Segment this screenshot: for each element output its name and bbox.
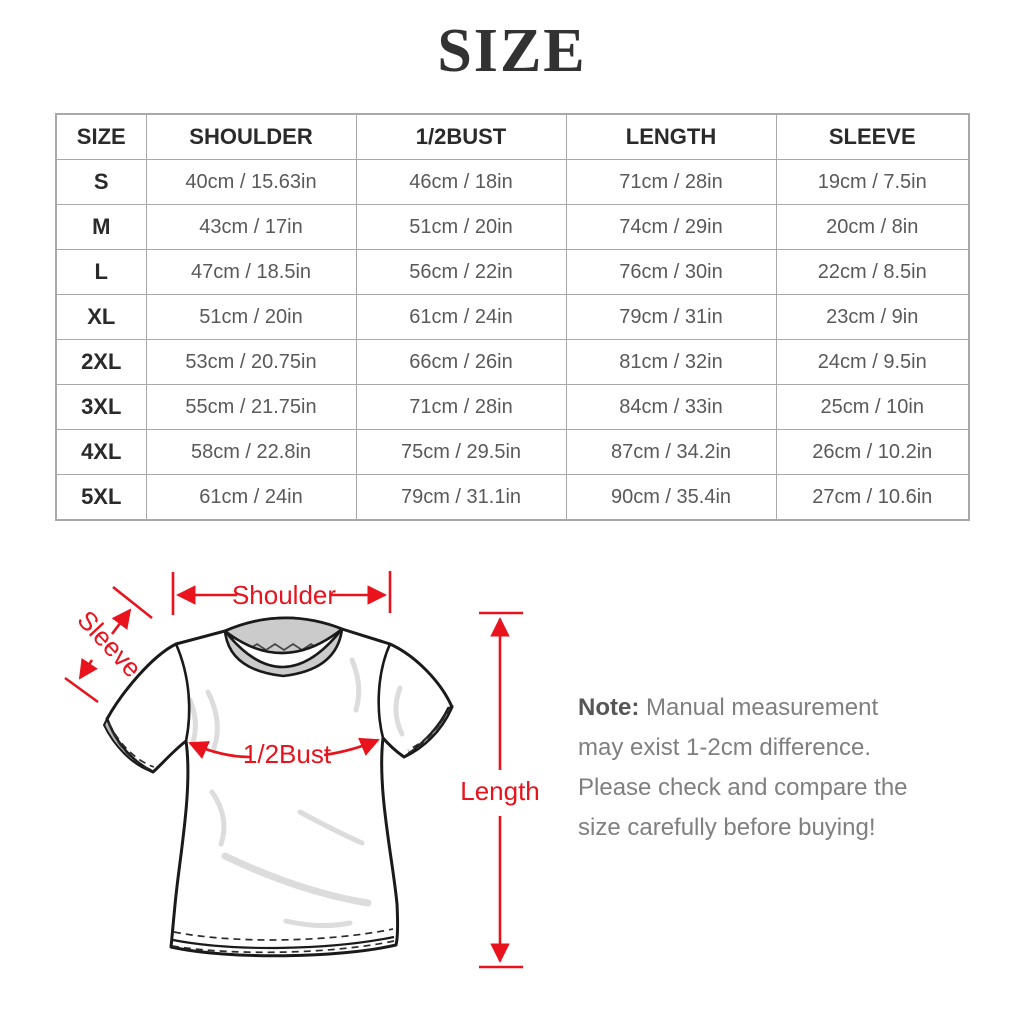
bust-measure-arrow: 1/2Bust — [188, 737, 380, 769]
shoulder-measure-arrow: Shoulder — [171, 571, 392, 615]
cell: 58cm / 22.8in — [145, 429, 357, 475]
cell: 87cm / 34.2in — [565, 429, 777, 475]
length-measure-arrow: Length — [460, 611, 540, 969]
note-text: Note: Manual measurement may exist 1-2cm… — [578, 688, 928, 848]
col-header-shoulder: SHOULDER — [145, 113, 357, 160]
page-title: SIZE — [437, 17, 587, 85]
size-row-l: L 47cm / 18.5in 56cm / 22in 76cm / 30in … — [55, 249, 970, 295]
cell: 66cm / 26in — [355, 339, 567, 385]
cell: 56cm / 22in — [355, 249, 567, 295]
cell: 55cm / 21.75in — [145, 384, 357, 430]
header-row: SIZE SHOULDER 1/2BUST LENGTH SLEEVE — [55, 113, 970, 160]
cell: 79cm / 31in — [565, 294, 777, 340]
cell: 2XL — [55, 339, 147, 385]
size-row-4xl: 4XL 58cm / 22.8in 75cm / 29.5in 87cm / 3… — [55, 429, 970, 475]
bust-label: 1/2Bust — [243, 739, 332, 769]
cell: 23cm / 9in — [775, 294, 970, 340]
col-header-length: LENGTH — [565, 113, 777, 160]
note-label: Note: — [578, 694, 640, 721]
cell: 5XL — [55, 474, 147, 521]
tshirt-measurement-diagram: Shoulder Sleeve 1/2Bust Length — [64, 571, 540, 969]
cell: 27cm / 10.6in — [775, 474, 970, 521]
cell: 43cm / 17in — [145, 204, 357, 250]
cell: M — [55, 204, 147, 250]
shoulder-label: Shoulder — [232, 580, 336, 610]
cell: 61cm / 24in — [145, 474, 357, 521]
cell: 79cm / 31.1in — [355, 474, 567, 521]
cell: 51cm / 20in — [355, 204, 567, 250]
cell: 71cm / 28in — [565, 159, 777, 205]
cell: 47cm / 18.5in — [145, 249, 357, 295]
length-label: Length — [460, 776, 540, 806]
cell: 75cm / 29.5in — [355, 429, 567, 475]
cell: 61cm / 24in — [355, 294, 567, 340]
cell: 20cm / 8in — [775, 204, 970, 250]
cell: 26cm / 10.2in — [775, 429, 970, 475]
cell: 19cm / 7.5in — [775, 159, 970, 205]
cell: XL — [55, 294, 147, 340]
col-header-bust: 1/2BUST — [355, 113, 567, 160]
cell: 84cm / 33in — [565, 384, 777, 430]
cell: 51cm / 20in — [145, 294, 357, 340]
note-body: Manual measurement may exist 1-2cm diffe… — [578, 694, 908, 841]
size-table: SIZE SHOULDER 1/2BUST LENGTH SLEEVE S 40… — [55, 113, 970, 521]
size-row-3xl: 3XL 55cm / 21.75in 71cm / 28in 84cm / 33… — [55, 384, 970, 430]
col-header-sleeve: SLEEVE — [775, 113, 970, 160]
cell: L — [55, 249, 147, 295]
size-row-5xl: 5XL 61cm / 24in 79cm / 31.1in 90cm / 35.… — [55, 474, 970, 521]
size-row-s: S 40cm / 15.63in 46cm / 18in 71cm / 28in… — [55, 159, 970, 205]
cell: 4XL — [55, 429, 147, 475]
cell: 81cm / 32in — [565, 339, 777, 385]
cell: 46cm / 18in — [355, 159, 567, 205]
cell: 71cm / 28in — [355, 384, 567, 430]
size-row-xl: XL 51cm / 20in 61cm / 24in 79cm / 31in 2… — [55, 294, 970, 340]
size-row-2xl: 2XL 53cm / 20.75in 66cm / 26in 81cm / 32… — [55, 339, 970, 385]
tshirt-outline-drawing — [102, 616, 454, 958]
cell: 76cm / 30in — [565, 249, 777, 295]
cell: 22cm / 8.5in — [775, 249, 970, 295]
size-row-m: M 43cm / 17in 51cm / 20in 74cm / 29in 20… — [55, 204, 970, 250]
cell: S — [55, 159, 147, 205]
col-header-size: SIZE — [55, 113, 147, 160]
cell: 90cm / 35.4in — [565, 474, 777, 521]
cell: 40cm / 15.63in — [145, 159, 357, 205]
cell: 24cm / 9.5in — [775, 339, 970, 385]
cell: 74cm / 29in — [565, 204, 777, 250]
cell: 53cm / 20.75in — [145, 339, 357, 385]
cell: 25cm / 10in — [775, 384, 970, 430]
cell: 3XL — [55, 384, 147, 430]
